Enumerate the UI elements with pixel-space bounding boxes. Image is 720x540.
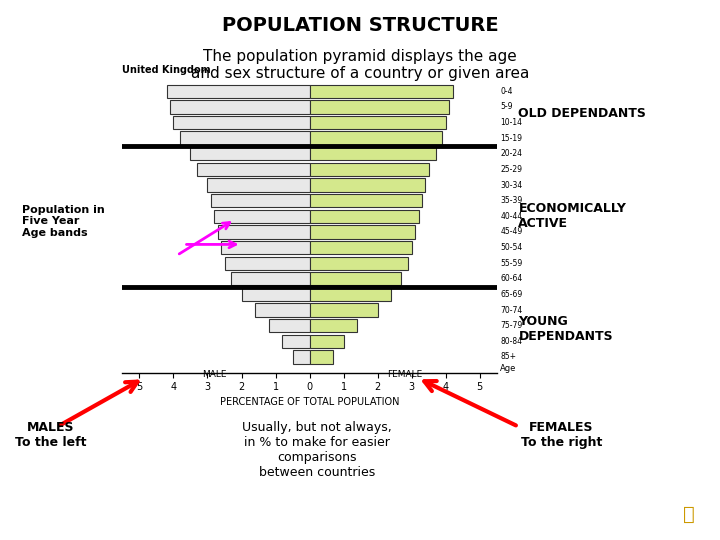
- Bar: [255, 303, 310, 317]
- Text: 65-69: 65-69: [500, 290, 523, 299]
- Text: 70-74: 70-74: [500, 306, 523, 315]
- Text: 35-39: 35-39: [500, 196, 523, 205]
- Bar: [310, 272, 402, 286]
- Text: 🔊: 🔊: [683, 505, 695, 524]
- Bar: [310, 288, 391, 301]
- Text: 25-29: 25-29: [500, 165, 522, 174]
- Bar: [310, 256, 408, 270]
- Text: Age: Age: [500, 364, 516, 373]
- Text: MALE: MALE: [202, 370, 227, 379]
- Text: PERCENTAGE OF TOTAL POPULATION: PERCENTAGE OF TOTAL POPULATION: [220, 397, 400, 407]
- Bar: [310, 194, 422, 207]
- Bar: [310, 178, 426, 192]
- Bar: [241, 288, 310, 301]
- Bar: [310, 163, 428, 176]
- Bar: [282, 335, 310, 348]
- Bar: [310, 131, 442, 145]
- Text: The population pyramid displays the age
and sex structure of a country or given : The population pyramid displays the age …: [191, 49, 529, 81]
- Text: 60-64: 60-64: [500, 274, 523, 284]
- Bar: [310, 319, 357, 332]
- Text: MALES
To the left: MALES To the left: [14, 421, 86, 449]
- Text: 55-59: 55-59: [500, 259, 523, 268]
- Text: 5-9: 5-9: [500, 103, 513, 111]
- Text: Usually, but not always,
in % to make for easier
comparisons
between countries: Usually, but not always, in % to make fo…: [242, 421, 392, 479]
- Bar: [310, 350, 333, 363]
- Text: Population in
Five Year
Age bands: Population in Five Year Age bands: [22, 205, 104, 238]
- Bar: [310, 116, 446, 129]
- Text: 30-34: 30-34: [500, 180, 523, 190]
- Text: OLD DEPENDANTS: OLD DEPENDANTS: [518, 107, 647, 120]
- Bar: [180, 131, 310, 145]
- Bar: [310, 210, 418, 223]
- Text: 45-49: 45-49: [500, 227, 523, 237]
- Bar: [217, 225, 310, 239]
- Text: 40-44: 40-44: [500, 212, 523, 221]
- Text: YOUNG
DEPENDANTS: YOUNG DEPENDANTS: [518, 315, 613, 343]
- Bar: [207, 178, 310, 192]
- Bar: [292, 350, 310, 363]
- Text: FEMALE: FEMALE: [387, 370, 423, 379]
- Bar: [269, 319, 310, 332]
- Text: 80-84: 80-84: [500, 337, 522, 346]
- Text: United Kingdom: United Kingdom: [122, 65, 211, 75]
- Bar: [197, 163, 310, 176]
- Text: FEMALES
To the right: FEMALES To the right: [521, 421, 603, 449]
- Bar: [310, 335, 343, 348]
- Text: 85+: 85+: [500, 353, 516, 361]
- Text: 10-14: 10-14: [500, 118, 522, 127]
- Text: 15-19: 15-19: [500, 133, 522, 143]
- Bar: [310, 241, 412, 254]
- Bar: [310, 100, 449, 113]
- Text: POPULATION STRUCTURE: POPULATION STRUCTURE: [222, 16, 498, 35]
- Bar: [211, 194, 310, 207]
- Bar: [310, 85, 453, 98]
- Bar: [174, 116, 310, 129]
- Bar: [166, 85, 310, 98]
- Text: 75-79: 75-79: [500, 321, 523, 330]
- Bar: [310, 225, 415, 239]
- Bar: [310, 303, 378, 317]
- Text: 50-54: 50-54: [500, 243, 523, 252]
- Bar: [310, 147, 436, 160]
- Text: ECONOMICALLY
ACTIVE: ECONOMICALLY ACTIVE: [518, 202, 626, 230]
- Bar: [225, 256, 310, 270]
- Bar: [191, 147, 310, 160]
- Bar: [215, 210, 310, 223]
- Bar: [170, 100, 310, 113]
- Bar: [221, 241, 310, 254]
- Text: 0-4: 0-4: [500, 87, 513, 96]
- Text: 20-24: 20-24: [500, 149, 522, 158]
- Bar: [231, 272, 310, 286]
